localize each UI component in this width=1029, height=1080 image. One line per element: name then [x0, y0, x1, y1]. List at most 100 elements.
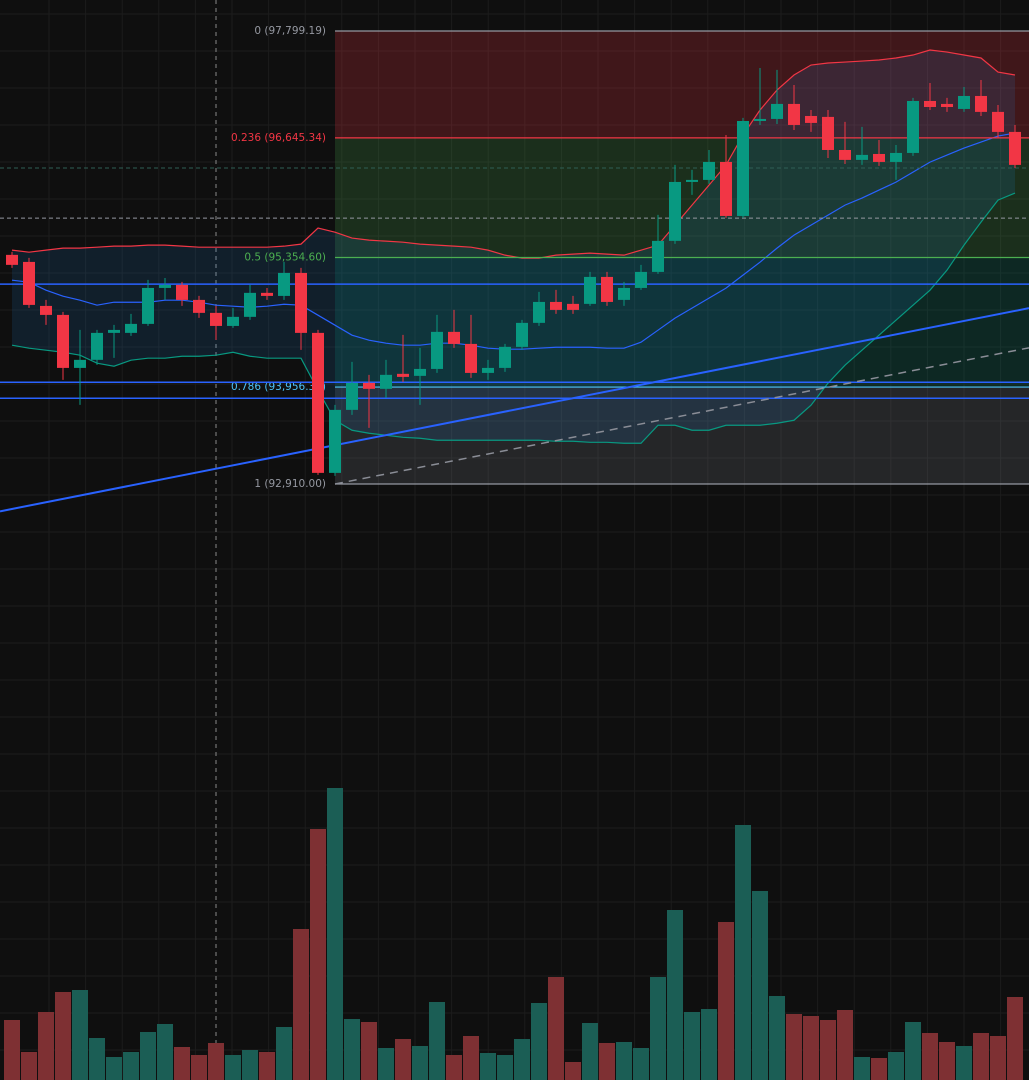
volume-bar	[956, 1046, 972, 1080]
volume-bar	[1007, 997, 1023, 1080]
band-fill	[12, 50, 1015, 444]
candle-body	[907, 100, 919, 153]
candle-body	[465, 343, 477, 373]
fib-label: 0.5 (95,354.60)	[244, 251, 326, 263]
volume-bar	[803, 1016, 819, 1080]
candle-body	[550, 301, 562, 310]
volume-bar	[735, 825, 751, 1080]
candle-body	[210, 312, 222, 326]
volume-bar	[939, 1042, 955, 1080]
candle-body	[431, 331, 443, 369]
volume-bar	[990, 1036, 1006, 1080]
volume-bar	[888, 1052, 904, 1080]
candle-body	[6, 254, 18, 265]
volume-bar	[395, 1039, 411, 1080]
candle-body	[516, 322, 528, 347]
volume-bar	[310, 829, 326, 1080]
candle-body	[618, 287, 630, 300]
volume-bar	[412, 1046, 428, 1080]
band-line	[11, 192, 1016, 444]
candle-body	[482, 367, 494, 373]
volume-bar	[786, 1014, 802, 1080]
volume-bar	[208, 1043, 224, 1080]
candle-body	[1009, 131, 1021, 165]
candle-body	[227, 316, 239, 326]
candle-body	[278, 272, 290, 296]
candle-body	[958, 95, 970, 109]
volume-bar	[837, 1010, 853, 1080]
candle-body	[312, 332, 324, 473]
candle-body	[295, 272, 307, 333]
volume-bar	[701, 1009, 717, 1080]
candle-body	[873, 153, 885, 162]
candle-body	[669, 181, 681, 241]
candle-body	[499, 346, 511, 368]
candle-body	[890, 152, 902, 162]
candle-body	[652, 240, 664, 272]
candle-body	[737, 120, 749, 216]
candle-body	[924, 100, 936, 107]
candle-body	[193, 299, 205, 313]
volume-bar	[174, 1047, 190, 1080]
candle-body	[40, 305, 52, 315]
candle-body	[754, 118, 766, 121]
volume-bar	[497, 1055, 513, 1080]
candle-body	[941, 103, 953, 107]
volume-bar	[718, 922, 734, 1080]
volume-bar	[293, 929, 309, 1080]
candle-body	[771, 103, 783, 119]
candle-body	[91, 332, 103, 360]
volume-bar	[565, 1062, 581, 1080]
volume-bar	[72, 990, 88, 1080]
fib-label: 1 (92,910.00)	[254, 478, 326, 490]
candle-body	[414, 368, 426, 376]
volume-bar	[633, 1048, 649, 1080]
volume-bar	[854, 1057, 870, 1080]
candle-body	[363, 382, 375, 389]
candle-body	[720, 161, 732, 216]
volume-bar	[4, 1020, 20, 1080]
fib-label: 0.236 (96,645.34)	[231, 132, 326, 144]
band-line	[11, 132, 1016, 350]
candle-body	[856, 154, 868, 160]
candle-body	[805, 115, 817, 123]
candle-body	[822, 116, 834, 150]
volume-bar	[871, 1058, 887, 1080]
volume-bar	[922, 1033, 938, 1080]
volume-bar	[599, 1043, 615, 1080]
candle-body	[601, 276, 613, 302]
candle-body	[584, 276, 596, 304]
volume-bar	[55, 992, 71, 1080]
volume-bar	[905, 1022, 921, 1080]
candle-body	[159, 284, 171, 288]
candle-body	[23, 261, 35, 305]
candle-body	[397, 373, 409, 377]
candle-body	[142, 287, 154, 324]
band-line	[11, 49, 1016, 259]
candle-body	[176, 284, 188, 300]
candle-body	[261, 292, 273, 296]
volume-bar	[89, 1038, 105, 1080]
volume-bar	[684, 1012, 700, 1080]
candle-body	[244, 292, 256, 317]
trend-line	[334, 347, 1029, 485]
volume-bar	[463, 1036, 479, 1080]
candle-body	[346, 382, 358, 410]
volume-bar	[259, 1052, 275, 1080]
volume-bar	[650, 977, 666, 1080]
volume-bar	[548, 977, 564, 1080]
candle-body	[448, 331, 460, 344]
volume-bar	[38, 1012, 54, 1080]
volume-bar	[225, 1055, 241, 1080]
volume-bar	[327, 788, 343, 1080]
candle-body	[635, 271, 647, 288]
volume-bar	[446, 1055, 462, 1080]
volume-bar	[242, 1050, 258, 1080]
candle-body	[329, 409, 341, 473]
volume-bar	[378, 1048, 394, 1080]
fib-zone	[335, 387, 1029, 484]
volume-bar	[480, 1053, 496, 1080]
volume-bar	[616, 1042, 632, 1080]
